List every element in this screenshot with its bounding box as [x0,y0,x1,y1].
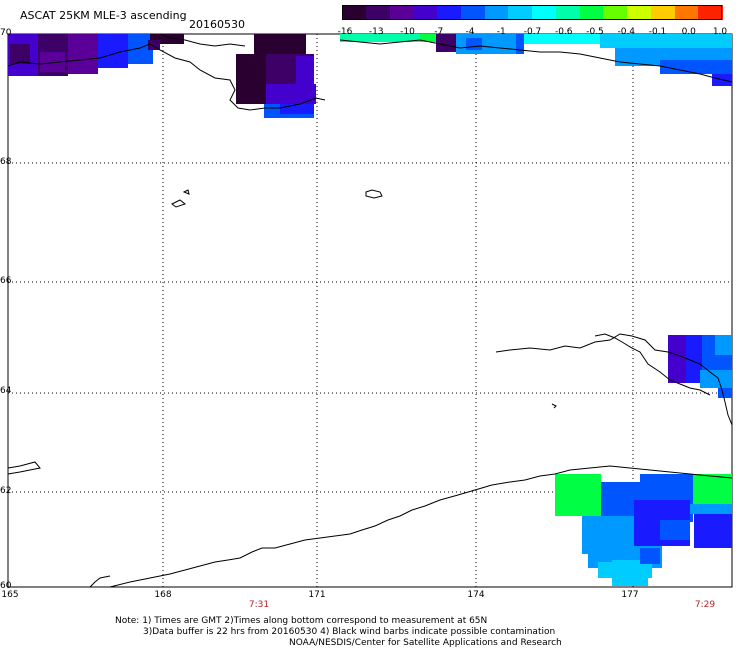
colorbar-segment [389,5,414,20]
colorbar-tick-label: -0.5 [586,27,604,37]
lon-label: 168 [154,590,172,600]
data-swath-top-right [340,34,732,86]
colorbar-tick-label: -7 [434,27,444,37]
lon-label: 165 [1,590,19,600]
data-swath-top-center [236,34,316,118]
lat-label: 70 [0,28,12,38]
colorbar-tick-label: -0.4 [617,27,636,37]
data-swath-right-middle [668,335,732,398]
lon-label: 171 [308,590,326,600]
coastlines [7,33,733,588]
colorbar-outline [342,5,722,20]
colorbar-segment [532,5,557,20]
lon-label: 177 [621,590,639,600]
note-line: NOAA/NESDIS/Center for Satellite Applica… [289,638,562,648]
colorbar-segment [627,5,652,20]
data-swath-top-left [8,34,184,76]
lat-label: 60 [0,581,12,591]
colorbar-segment [413,5,438,20]
colorbar-segment [484,5,509,20]
colorbar-tick-label: 0.0 [681,27,696,37]
colorbar-segment [650,5,675,20]
colorbar-segment [698,5,723,20]
colorbar-segment [508,5,533,20]
colorbar-tick-label: 1.0 [712,27,728,37]
colorbar-tick-label: -13 [368,27,384,37]
colorbar-tick-label: -1 [496,27,506,37]
colorbar-segment [342,5,367,20]
colorbar-tick-label: -0.7 [523,27,542,37]
colorbar-segment [555,5,580,20]
lat-label: 66 [0,276,12,286]
colorbar-segment [603,5,628,20]
lat-label: 64 [0,386,12,396]
colorbar-tick-label: -4 [465,27,475,37]
colorbar-tick-label: -0.1 [648,27,667,37]
lat-label: 62 [0,486,12,496]
colorbar-tick-label: -10 [400,27,415,37]
colorbar-segment [579,5,604,20]
lon-label: 174 [467,590,485,600]
colorbar-segment [460,5,485,20]
map-date: 20160530 [189,18,245,31]
data-swath-bottom-right [555,474,732,586]
map-title: ASCAT 25KM MLE-3 ascending [20,9,187,22]
note-line: 3)Data buffer is 22 hrs from 20160530 4)… [143,627,556,637]
colorbar-segment [365,5,390,20]
colorbar-segment [674,5,699,20]
lat-label: 68 [0,157,12,167]
time-label: 7:31 [248,600,270,610]
colorbar-segment [437,5,462,20]
grid-lines [8,34,732,587]
colorbar-tick-label: -16 [337,27,353,37]
time-label: 7:29 [694,600,716,610]
colorbar-tick-label: -0.6 [554,27,573,37]
note-line: Note: 1) Times are GMT 2)Times along bot… [115,616,488,626]
